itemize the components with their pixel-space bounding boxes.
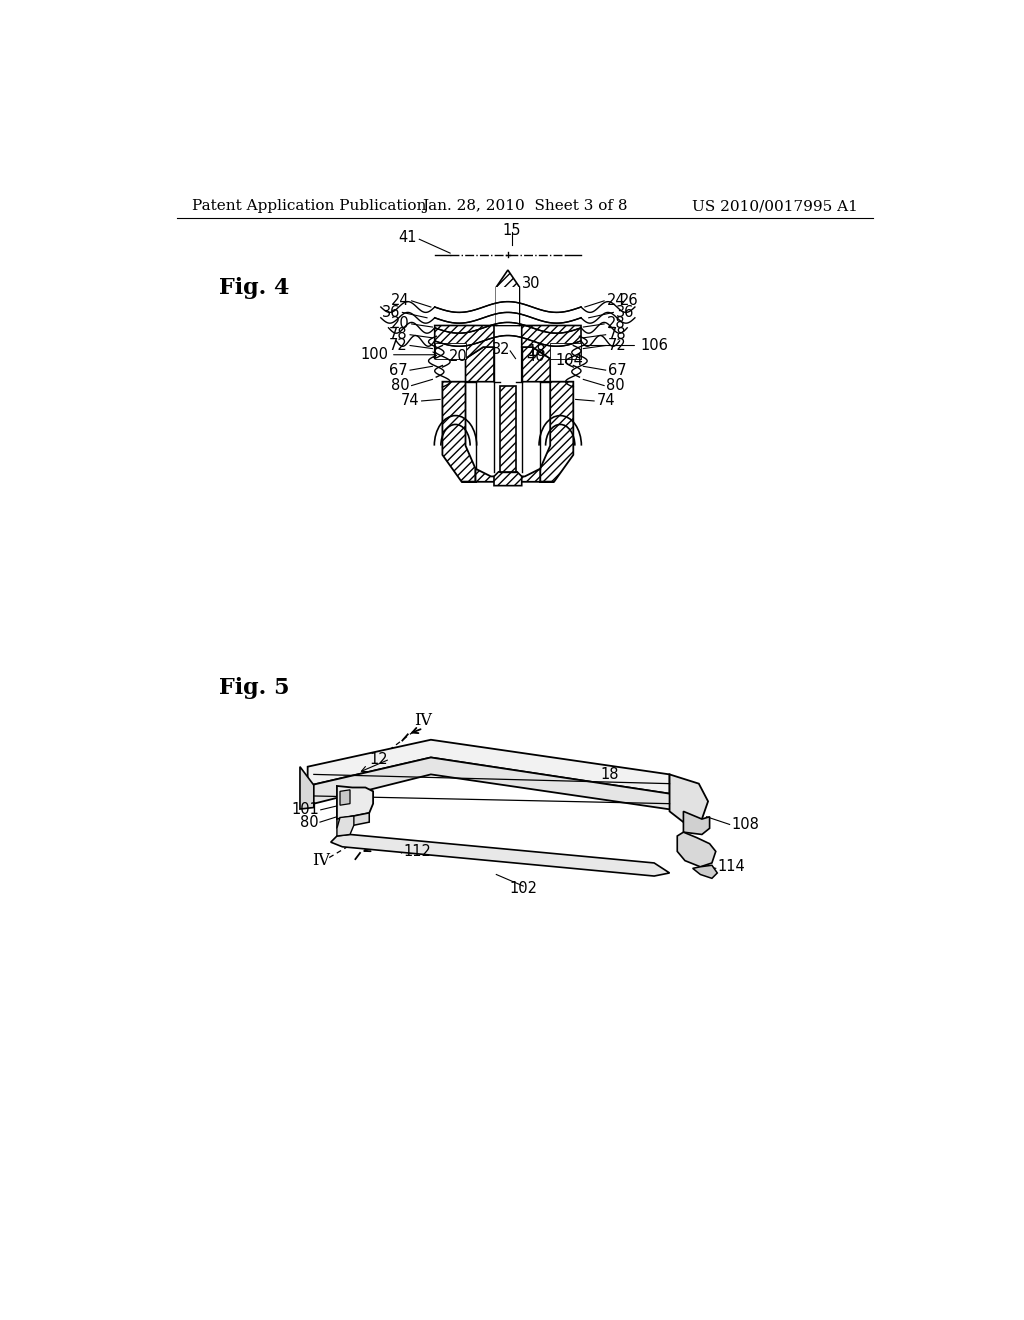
Text: 67: 67 (608, 363, 627, 378)
Text: 30: 30 (521, 276, 541, 292)
Polygon shape (337, 785, 373, 818)
Polygon shape (494, 286, 521, 326)
Text: 112: 112 (403, 843, 432, 859)
Polygon shape (550, 343, 581, 359)
Polygon shape (670, 775, 708, 822)
Polygon shape (331, 834, 670, 876)
Text: 20: 20 (450, 348, 468, 364)
Polygon shape (521, 347, 550, 381)
Polygon shape (307, 739, 670, 793)
Text: 74: 74 (596, 393, 615, 408)
Text: 108: 108 (731, 817, 759, 832)
Text: 101: 101 (292, 803, 319, 817)
Polygon shape (494, 471, 521, 486)
Text: 12: 12 (370, 751, 388, 767)
Text: 72: 72 (608, 338, 627, 352)
Polygon shape (307, 758, 683, 812)
Text: 80: 80 (300, 814, 318, 830)
Polygon shape (300, 767, 313, 809)
Text: 78: 78 (389, 327, 408, 342)
Polygon shape (337, 813, 370, 829)
Text: Patent Application Publication: Patent Application Publication (193, 199, 427, 213)
Text: Fig. 4: Fig. 4 (219, 277, 290, 298)
Text: 74: 74 (400, 393, 419, 408)
Text: 24: 24 (391, 293, 410, 309)
Polygon shape (435, 326, 494, 359)
Text: 20: 20 (390, 317, 410, 331)
Text: 78: 78 (608, 327, 627, 342)
Text: 40: 40 (526, 348, 545, 364)
Polygon shape (337, 816, 354, 836)
Text: 36: 36 (382, 305, 400, 319)
Text: 100: 100 (360, 347, 388, 362)
Text: IV: IV (312, 853, 331, 869)
Polygon shape (462, 469, 554, 482)
Text: 80: 80 (606, 378, 625, 393)
Text: 67: 67 (389, 363, 408, 378)
Text: 36: 36 (615, 305, 634, 319)
Polygon shape (683, 812, 710, 834)
Polygon shape (692, 866, 717, 878)
Text: 114: 114 (717, 859, 745, 874)
Text: 28: 28 (606, 317, 625, 331)
Text: IV: IV (415, 711, 432, 729)
Text: Fig. 5: Fig. 5 (219, 677, 290, 700)
Text: 106: 106 (640, 338, 669, 352)
Text: 102: 102 (509, 880, 538, 896)
Polygon shape (442, 381, 475, 482)
Text: 32: 32 (492, 342, 510, 356)
Text: 15: 15 (503, 223, 521, 238)
Text: 72: 72 (389, 338, 408, 352)
Text: 26: 26 (620, 293, 638, 309)
Text: 24: 24 (606, 293, 625, 309)
Polygon shape (340, 789, 350, 805)
Text: 41: 41 (398, 230, 417, 246)
Text: Jan. 28, 2010  Sheet 3 of 8: Jan. 28, 2010 Sheet 3 of 8 (422, 199, 628, 213)
Polygon shape (435, 343, 466, 359)
Text: US 2010/0017995 A1: US 2010/0017995 A1 (691, 199, 857, 213)
Polygon shape (541, 381, 573, 482)
Polygon shape (521, 326, 581, 359)
Polygon shape (677, 832, 716, 867)
Text: 18: 18 (600, 767, 618, 781)
Polygon shape (466, 347, 494, 381)
Polygon shape (500, 385, 515, 471)
Polygon shape (500, 385, 515, 471)
Text: 104: 104 (556, 354, 584, 368)
Text: 80: 80 (391, 378, 410, 393)
Polygon shape (497, 271, 519, 326)
Text: 18: 18 (528, 345, 547, 359)
